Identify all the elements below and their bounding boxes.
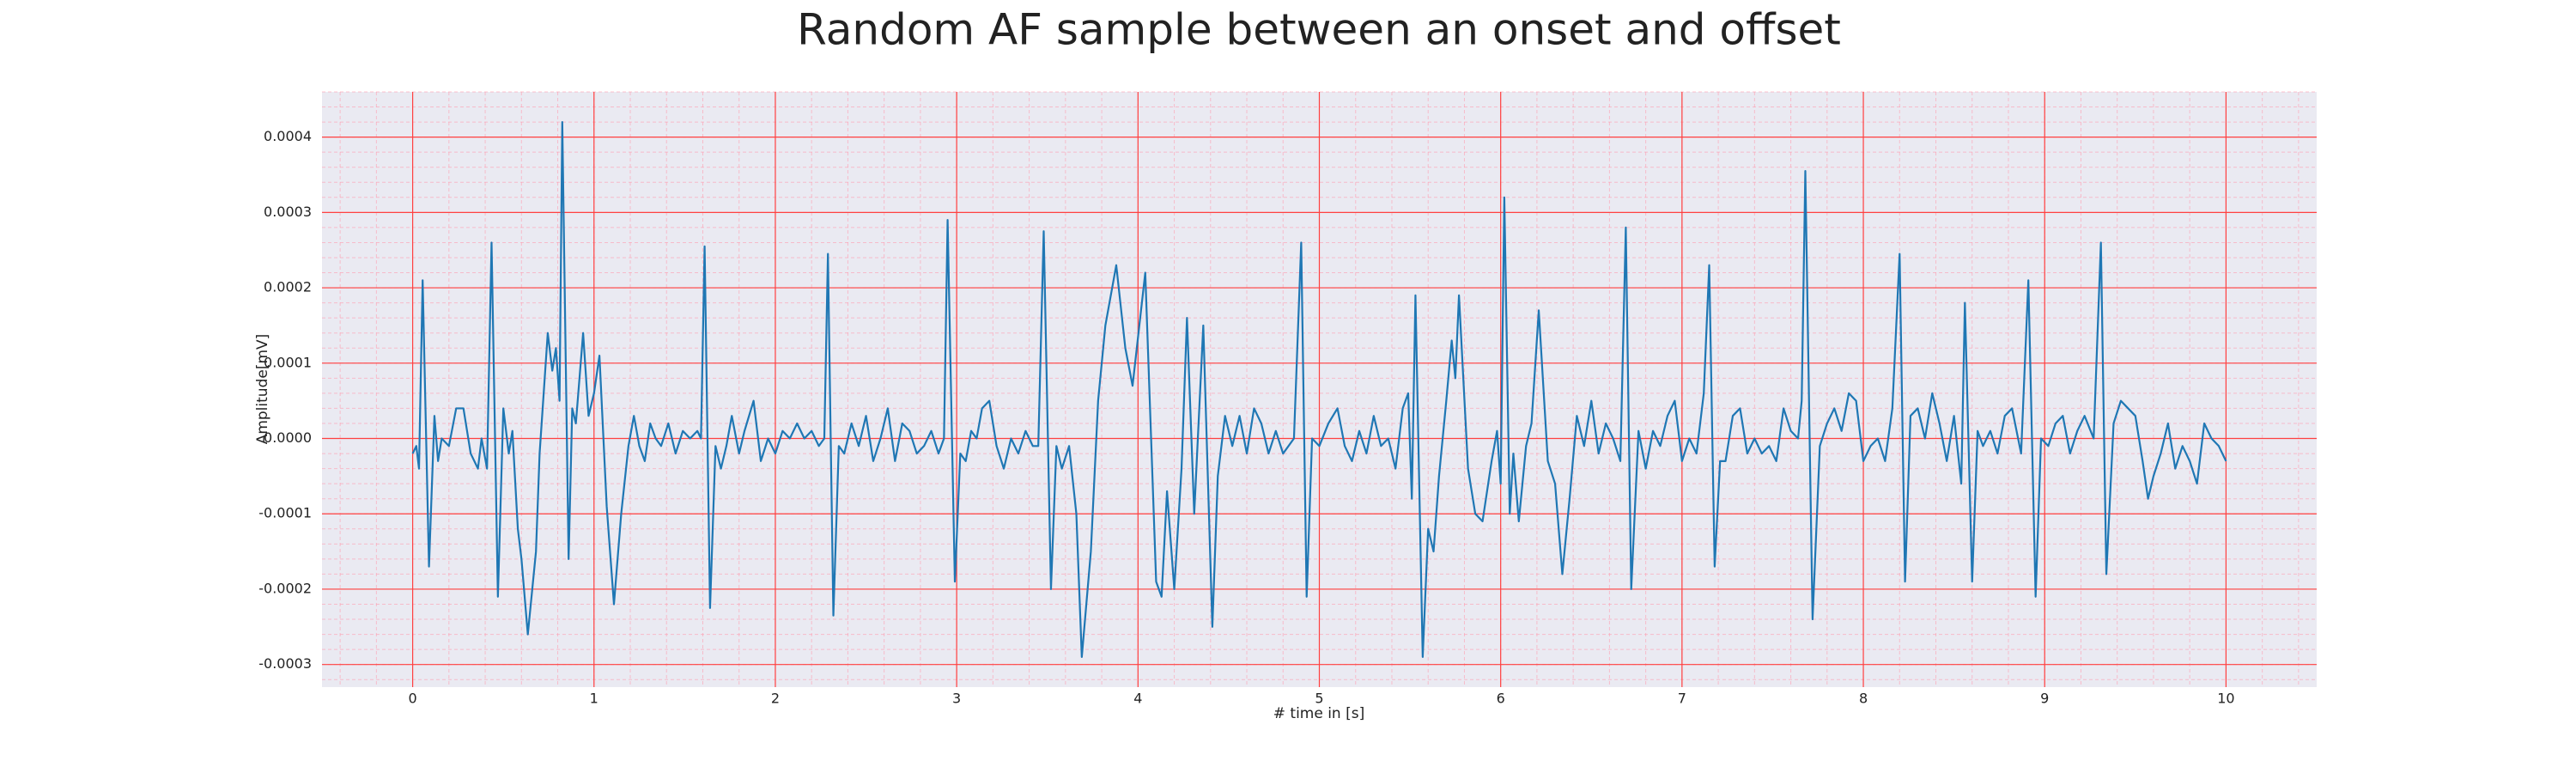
chart-title: Random AF sample between an onset and of… [797, 5, 1841, 55]
y-tick-label: -0.0002 [258, 580, 312, 596]
y-tick-label: 0.0001 [264, 354, 312, 370]
y-tick-label: 0.0002 [264, 279, 312, 295]
y-tick-label: 0.0000 [264, 429, 312, 446]
x-tick-label: 9 [2040, 691, 2049, 707]
x-tick-label: 6 [1497, 691, 1505, 707]
x-tick-label: 5 [1315, 691, 1323, 707]
x-tick-label: 3 [952, 691, 961, 707]
x-tick-label: 1 [590, 691, 598, 707]
x-axis-label: # time in [s] [1273, 705, 1364, 722]
y-tick-label: 0.0004 [264, 128, 312, 144]
x-tick-label: 10 [2217, 691, 2234, 707]
y-axis-label: Amplitude[mV] [254, 334, 271, 445]
marks [411, 120, 2227, 659]
signal-line [411, 120, 2227, 659]
x-tick-label: 2 [771, 691, 780, 707]
x-tick-label: 7 [1678, 691, 1686, 707]
y-tick-label: -0.0003 [258, 655, 312, 672]
grid [322, 91, 2317, 687]
x-tick-label: 0 [408, 691, 416, 707]
y-tick-label: -0.0001 [258, 505, 312, 521]
x-tick-label: 4 [1133, 691, 1142, 707]
x-tick-label: 8 [1859, 691, 1868, 707]
y-tick-label: 0.0003 [264, 204, 312, 220]
